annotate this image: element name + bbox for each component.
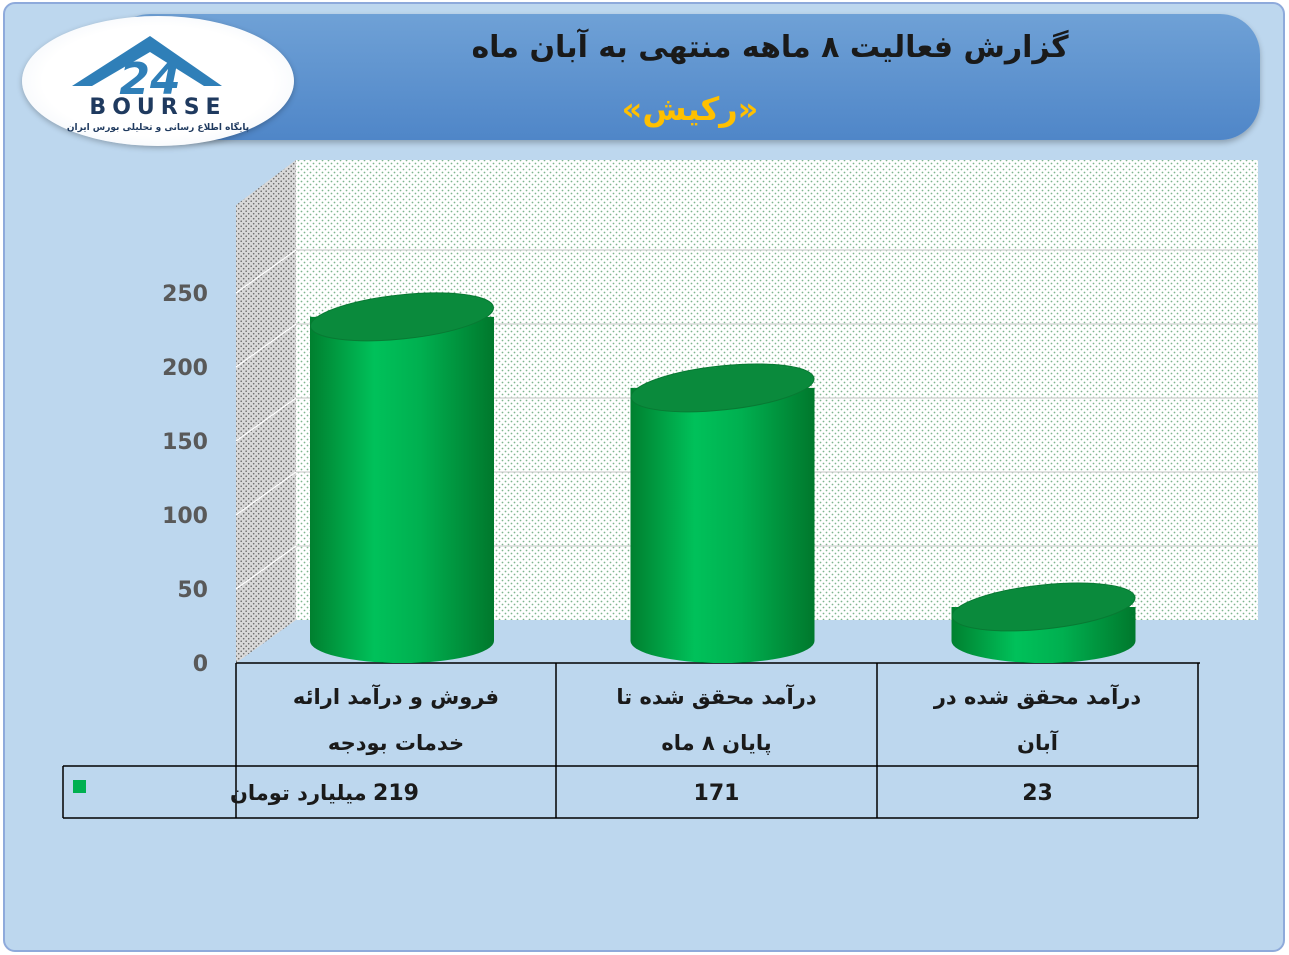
bar xyxy=(309,292,495,663)
series-label: میلیارد تومان xyxy=(230,781,367,805)
y-tick-label: 150 xyxy=(162,430,208,455)
data-label: 219 xyxy=(373,781,419,806)
bar-top xyxy=(630,363,815,413)
bar xyxy=(630,363,815,663)
chart-subtitle: «رکیش» xyxy=(621,90,759,128)
bar-top xyxy=(951,582,1136,632)
y-axis-ticks: 0 50 100 150 200 250 xyxy=(162,282,208,677)
data-label: 23 xyxy=(1022,781,1053,806)
plot-side-wall xyxy=(236,160,296,663)
category-label: آبان xyxy=(1017,730,1059,755)
legend-swatch xyxy=(73,780,86,793)
logo-tagline: پایگاه اطلاع رسانی و تحلیلی بورس ایران xyxy=(67,121,249,133)
category-label: درآمد محقق شده در xyxy=(933,684,1142,709)
category-label: پایان ۸ ماه xyxy=(661,731,771,755)
category-label: خدمات بودجه xyxy=(328,731,464,755)
data-label: 171 xyxy=(694,781,740,806)
y-tick-label: 200 xyxy=(162,356,208,381)
gridline-side xyxy=(235,545,297,590)
y-tick-label: 50 xyxy=(177,578,208,603)
data-table: فروش و درآمد ارائه خدمات بودجه 219 درآمد مح… xyxy=(62,663,1199,819)
header-banner xyxy=(110,14,1260,140)
gridline-side xyxy=(235,471,297,516)
logo-graphic: 24 BOURSE پایگاه اطلاع رسانی و تحلیلی بو… xyxy=(67,36,249,133)
y-tick-label: 100 xyxy=(162,504,208,529)
y-tick-label: 250 xyxy=(162,282,208,307)
logo-roof-shape xyxy=(72,36,222,86)
logo-mark: 24 xyxy=(119,54,180,105)
category-label: فروش و درآمد ارائه xyxy=(293,684,499,709)
bar xyxy=(951,582,1136,663)
category-label: درآمد محقق شده تا xyxy=(616,684,816,709)
y-tick-label: 0 xyxy=(193,652,208,677)
bar-body xyxy=(310,316,494,663)
gridline-side xyxy=(235,323,297,368)
gridline-side xyxy=(235,397,297,442)
logo-name: BOURSE xyxy=(89,95,226,120)
chart-title: گزارش فعالیت ۸ ماهه منتهی به آبان ماه xyxy=(471,30,1069,65)
bars xyxy=(309,292,1136,663)
bourse24-logo: 24 BOURSE پایگاه اطلاع رسانی و تحلیلی بو… xyxy=(22,16,294,146)
gridline-side xyxy=(235,249,297,294)
bar-body xyxy=(630,387,815,663)
bar-top xyxy=(309,292,495,342)
